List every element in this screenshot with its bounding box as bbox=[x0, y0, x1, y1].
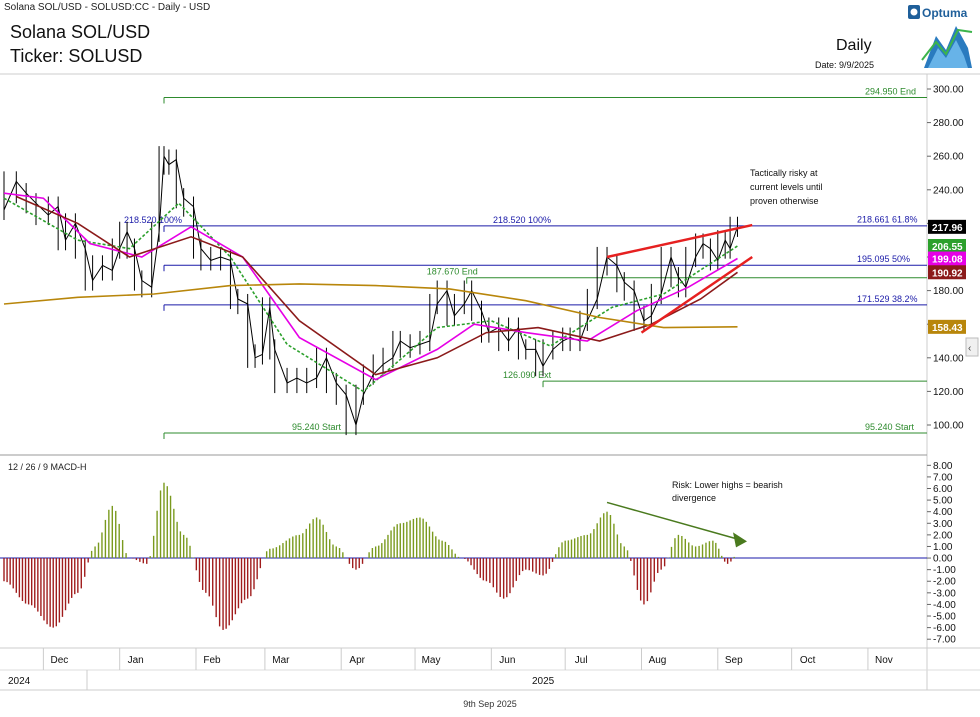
macd-tick-label: 8.00 bbox=[933, 461, 953, 472]
month-label: Oct bbox=[800, 655, 816, 666]
level-label: 95.240 Start bbox=[292, 422, 342, 432]
red-trendline bbox=[606, 223, 753, 259]
series-line-1 bbox=[3, 197, 738, 393]
month-label: Mar bbox=[272, 655, 290, 666]
macd-panel-label: 12 / 26 / 9 MACD-H bbox=[8, 462, 87, 472]
price-series bbox=[3, 146, 738, 436]
value-tag bbox=[928, 319, 966, 334]
month-label: Jul bbox=[575, 655, 588, 666]
month-label: Jan bbox=[128, 655, 144, 666]
macd-histogram bbox=[3, 482, 735, 630]
macd-tick-label: 2.00 bbox=[933, 530, 953, 541]
year-label: 2025 bbox=[532, 676, 555, 687]
trendlines bbox=[606, 223, 753, 548]
level-label: 218.661 61.8% bbox=[857, 215, 918, 225]
macd-tick-label: 0.00 bbox=[933, 554, 953, 565]
annotation-line-2: current levels until bbox=[750, 182, 823, 192]
scroll-arrow-icon[interactable]: ‹ bbox=[965, 337, 979, 357]
macd-tick-label: -5.00 bbox=[933, 612, 956, 623]
value-tag-label: 206.55 bbox=[932, 242, 963, 253]
value-tag-label: 190.92 bbox=[932, 268, 963, 279]
price-tick-label: 140.00 bbox=[933, 353, 964, 364]
value-tag-label: 199.08 bbox=[932, 255, 963, 266]
footer-date: 9th Sep 2025 bbox=[463, 699, 517, 709]
series-line-2 bbox=[3, 192, 738, 381]
macd-tick-label: 6.00 bbox=[933, 484, 953, 495]
price-tick-label: 240.00 bbox=[933, 185, 964, 196]
chart-canvas: 300.00280.00260.00240.00220.00200.00180.… bbox=[0, 73, 980, 691]
symbol-line: Solana SOL/USD - SOLUSD:CC - Daily - USD bbox=[4, 2, 211, 13]
level-label: 171.529 38.2% bbox=[857, 294, 918, 304]
month-label: May bbox=[422, 655, 441, 666]
value-tag bbox=[928, 238, 966, 253]
macd-tick-label: -2.00 bbox=[933, 577, 956, 588]
macd-tick-label: 1.00 bbox=[933, 542, 953, 553]
month-label: Sep bbox=[725, 655, 743, 666]
price-tick-label: 280.00 bbox=[933, 118, 964, 129]
month-label: Feb bbox=[203, 655, 221, 666]
month-label: Nov bbox=[875, 655, 893, 666]
value-tag-label: 158.43 bbox=[932, 323, 963, 334]
macd-tick-label: 7.00 bbox=[933, 472, 953, 483]
value-labels: 217.96 206.55 199.08 190.92 158.43 bbox=[928, 219, 966, 334]
macd-tick-label: -3.00 bbox=[933, 588, 956, 599]
series-line-3 bbox=[15, 195, 738, 376]
period-label: Daily bbox=[836, 37, 872, 54]
year-label: 2024 bbox=[8, 676, 31, 687]
macd-annotation-line-1: Risk: Lower highs = bearish bbox=[672, 480, 783, 490]
time-axis: Dec Jan Feb Mar Apr May Jun Jul Aug Sep Oct Nov 2024… bbox=[8, 648, 893, 687]
level-label: 95.240 Start bbox=[865, 422, 915, 432]
fibonacci-levels: 294.950 End 218.520 100% 218.661 61.8% 195.… bbox=[124, 86, 927, 439]
price-tick-label: 180.00 bbox=[933, 286, 964, 297]
divergence-trendline bbox=[606, 501, 736, 540]
macd-annotation-line-2: divergence bbox=[672, 493, 716, 503]
level-label: 218.520 100% bbox=[124, 215, 182, 225]
month-label: Dec bbox=[50, 655, 68, 666]
price-tick-label: 300.00 bbox=[933, 85, 964, 96]
price-tick-label: 260.00 bbox=[933, 152, 964, 163]
series-line-4 bbox=[3, 283, 738, 329]
month-label: Jun bbox=[499, 655, 515, 666]
macd-tick-label: 5.00 bbox=[933, 496, 953, 507]
value-tag bbox=[928, 265, 966, 280]
optuma-logo: Optuma bbox=[906, 2, 978, 70]
level-label: 294.950 End bbox=[865, 86, 916, 96]
red-trendline bbox=[640, 255, 753, 334]
value-tag bbox=[928, 251, 966, 266]
macd-axis: 8.007.006.005.004.003.002.001.000.00-1.0… bbox=[0, 461, 956, 646]
month-label: Aug bbox=[649, 655, 667, 666]
value-tag bbox=[928, 219, 966, 234]
macd-tick-label: -6.00 bbox=[933, 623, 956, 634]
annotation-line-3: proven otherwise bbox=[750, 196, 819, 206]
arrow-head-icon bbox=[733, 532, 748, 548]
macd-tick-label: -1.00 bbox=[933, 565, 956, 576]
divergence-annotation: Risk: Lower highs = bearish divergence bbox=[672, 480, 783, 503]
month-label: Apr bbox=[349, 655, 365, 666]
annotation-line-1: Tactically risky at bbox=[750, 168, 818, 178]
price-tick-label: 120.00 bbox=[933, 387, 964, 398]
level-label: 218.520 100% bbox=[493, 215, 551, 225]
level-label: 187.670 End bbox=[427, 267, 478, 277]
risk-annotation: Tactically risky at current levels until… bbox=[750, 168, 823, 206]
level-label: 195.095 50% bbox=[857, 254, 910, 264]
macd-tick-label: -7.00 bbox=[933, 635, 956, 646]
level-label: 126.090 Ext bbox=[503, 370, 552, 380]
logo-text: Optuma bbox=[922, 6, 968, 20]
chart-ticker: Ticker: SOLUSD bbox=[10, 46, 143, 66]
price-tick-label: 100.00 bbox=[933, 421, 964, 432]
macd-tick-label: 3.00 bbox=[933, 519, 953, 530]
macd-tick-label: -4.00 bbox=[933, 600, 956, 611]
chart-title: Solana SOL/USD bbox=[10, 22, 151, 42]
value-tag-label: 217.96 bbox=[932, 223, 963, 234]
macd-tick-label: 4.00 bbox=[933, 507, 953, 518]
date-label: Date: 9/9/2025 bbox=[815, 60, 875, 70]
svg-text:‹: ‹ bbox=[968, 343, 971, 354]
